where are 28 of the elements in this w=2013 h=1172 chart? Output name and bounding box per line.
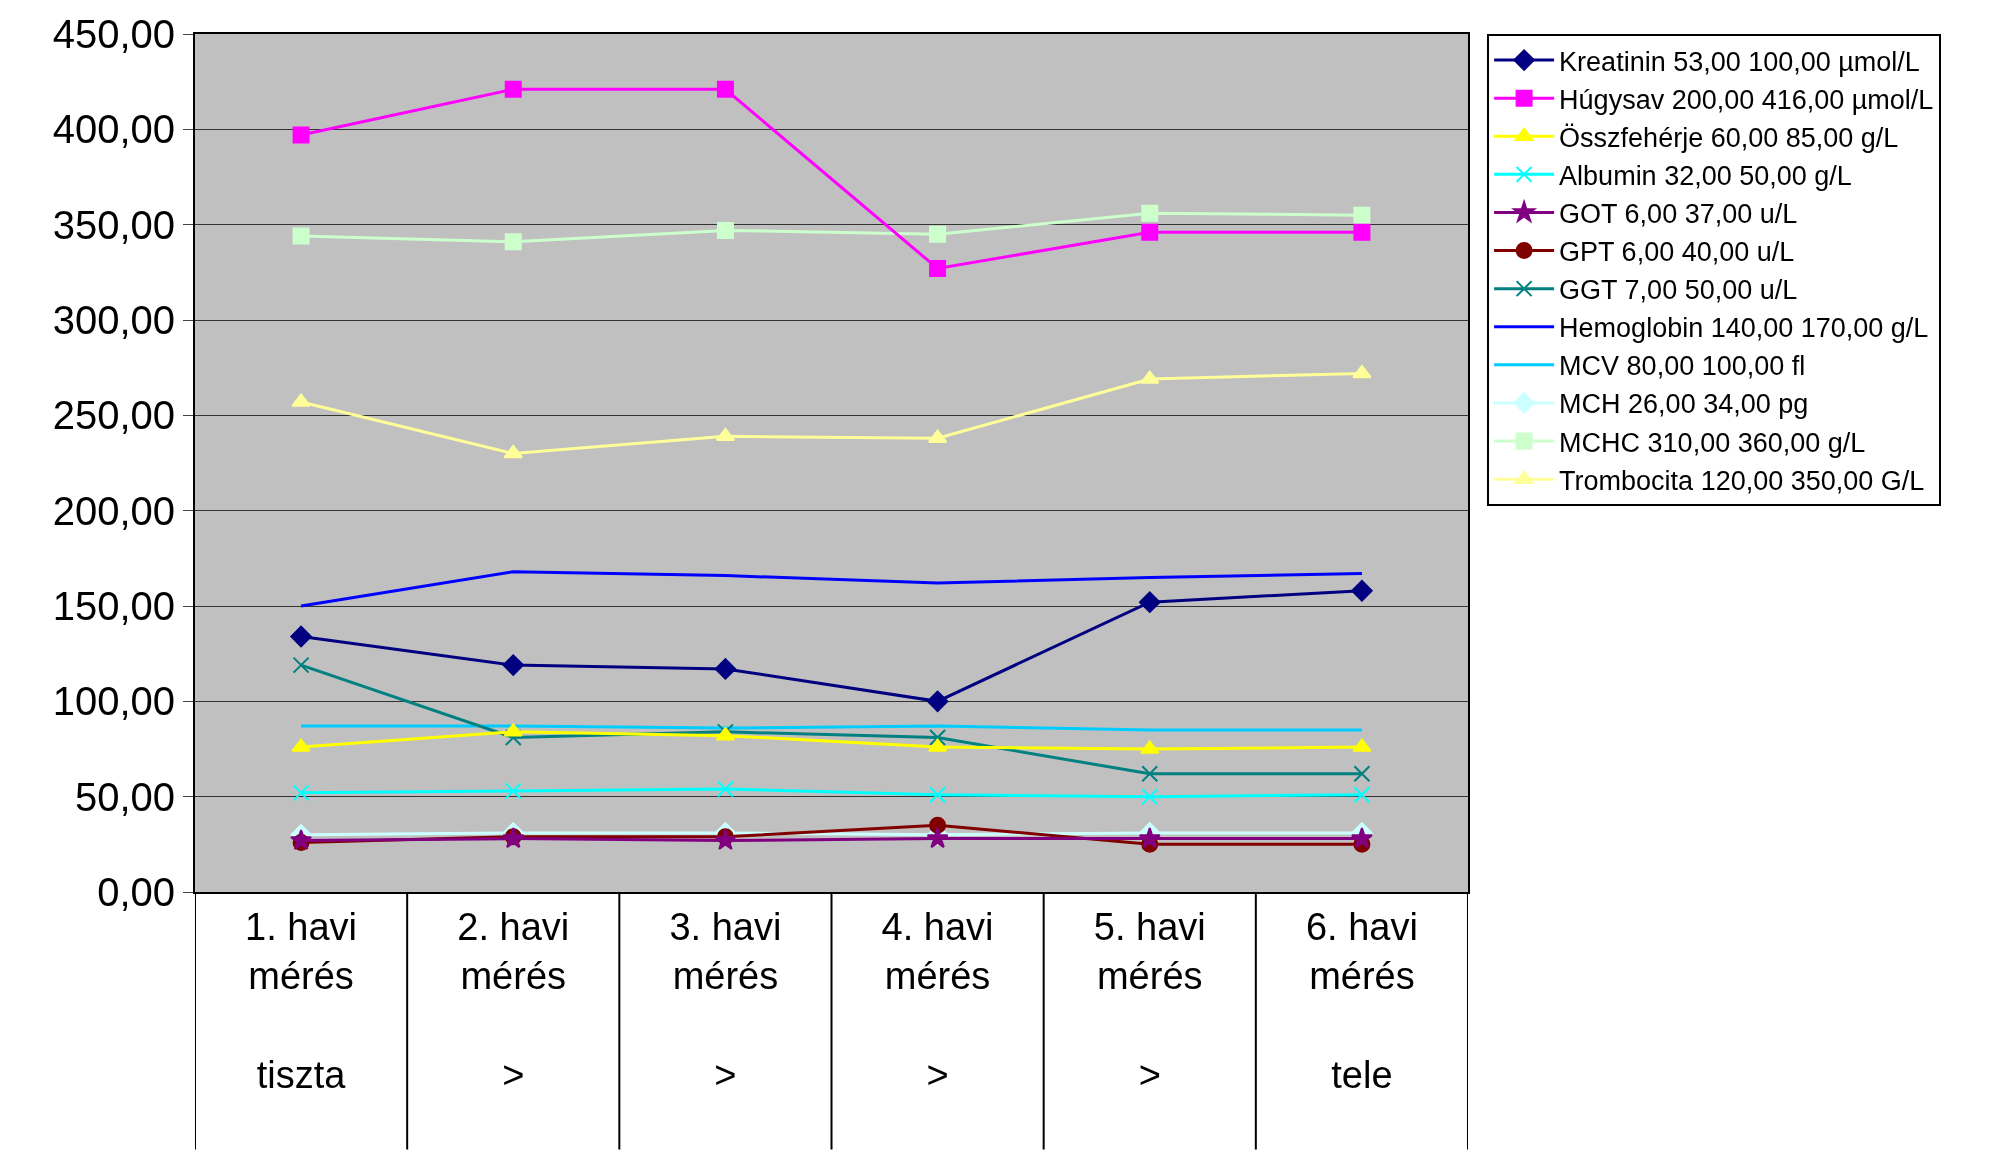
legend-label: GOT 6,00 37,00 u/L: [1559, 198, 1798, 229]
y-tick-label: 300,00: [52, 298, 175, 342]
legend-label: MCV 80,00 100,00 fl: [1559, 351, 1806, 382]
legend-label: MCH 26,00 34,00 pg: [1559, 389, 1809, 420]
y-tick-label: 50,00: [74, 774, 175, 819]
legend-label: Trombocita 120,00 350,00 G/L: [1559, 465, 1925, 496]
y-tick-label: 100,00: [52, 679, 175, 724]
y-tick-label: 400,00: [52, 107, 175, 152]
y-tick-label: 450,00: [52, 12, 175, 56]
category-label: 4. havi mérés >: [881, 905, 994, 1096]
legend-label: MCHC 310,00 360,00 g/L: [1559, 427, 1866, 458]
category-label: 2. havi mérés >: [457, 905, 570, 1096]
legend-label: GPT 6,00 40,00 u/L: [1559, 237, 1795, 268]
legend-label: Hemoglobin 140,00 170,00 g/L: [1559, 313, 1929, 344]
legend-label: GGT 7,00 50,00 u/L: [1559, 275, 1798, 306]
y-tick-label: 350,00: [52, 202, 175, 247]
y-tick-label: 250,00: [52, 393, 175, 438]
y-tick-label: 0,00: [97, 870, 175, 914]
legend-label: Húgysav 200,00 416,00 µmol/L: [1559, 84, 1934, 115]
category-label: 6. havi mérés tele: [1305, 905, 1418, 1096]
category-label: 3. havi mérés >: [669, 905, 782, 1096]
category-label: 1. havi mérés tiszta: [245, 905, 358, 1096]
legend-label: Kreatinin 53,00 100,00 µmol/L: [1559, 46, 1920, 77]
legend-label: Albumin 32,00 50,00 g/L: [1559, 160, 1852, 191]
category-label: 5. havi mérés >: [1093, 905, 1206, 1096]
y-tick-label: 200,00: [52, 488, 175, 533]
legend-label: Összfehérje 60,00 85,00 g/L: [1559, 122, 1899, 153]
y-tick-label: 150,00: [52, 584, 175, 628]
